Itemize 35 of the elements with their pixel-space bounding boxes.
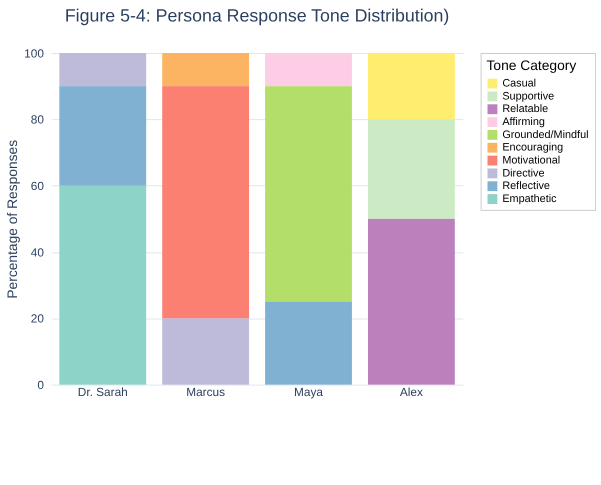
bar bbox=[59, 186, 146, 385]
x-tick-label: Dr. Sarah bbox=[78, 384, 128, 399]
bar bbox=[265, 302, 352, 385]
x-tick-label: Alex bbox=[400, 384, 423, 399]
bar bbox=[265, 52, 352, 86]
bar bbox=[162, 86, 250, 318]
y-tick-label: 100 bbox=[24, 46, 44, 60]
bar bbox=[162, 52, 250, 86]
legend-label: Encouraging bbox=[502, 142, 564, 154]
legend-label: Motivational bbox=[502, 154, 560, 167]
legend-title: Tone Category bbox=[486, 56, 576, 73]
x-tick-label: Maya bbox=[294, 384, 324, 399]
bar bbox=[368, 52, 455, 120]
legend-label: Empathetic bbox=[502, 193, 558, 206]
x-tick-label: Marcus bbox=[186, 384, 226, 399]
bar bbox=[59, 52, 146, 86]
bar bbox=[265, 86, 352, 302]
y-tick-label: 40 bbox=[30, 245, 44, 260]
legend-label: Casual bbox=[502, 78, 536, 90]
legend-label: Reflective bbox=[502, 180, 550, 192]
y-tick-label: 80 bbox=[30, 112, 44, 127]
y-axis-title: Percentage of Responses bbox=[4, 140, 20, 299]
legend-label: Grounded/Mindful bbox=[502, 128, 589, 141]
y-tick-label: 20 bbox=[30, 312, 44, 326]
y-tick-label: 0 bbox=[37, 378, 44, 392]
chart-title: Figure 5-4: Persona Response Tone Distribution) bbox=[64, 5, 450, 26]
legend-label: Affirming bbox=[502, 116, 545, 128]
bar bbox=[368, 119, 455, 219]
y-tick-label: 60 bbox=[30, 179, 44, 194]
bar bbox=[162, 318, 250, 385]
bar bbox=[368, 218, 455, 385]
bar bbox=[59, 86, 146, 186]
legend-label: Directive bbox=[502, 167, 544, 180]
legend-label: Supportive bbox=[502, 90, 554, 102]
legend-label: Relatable bbox=[502, 103, 548, 116]
